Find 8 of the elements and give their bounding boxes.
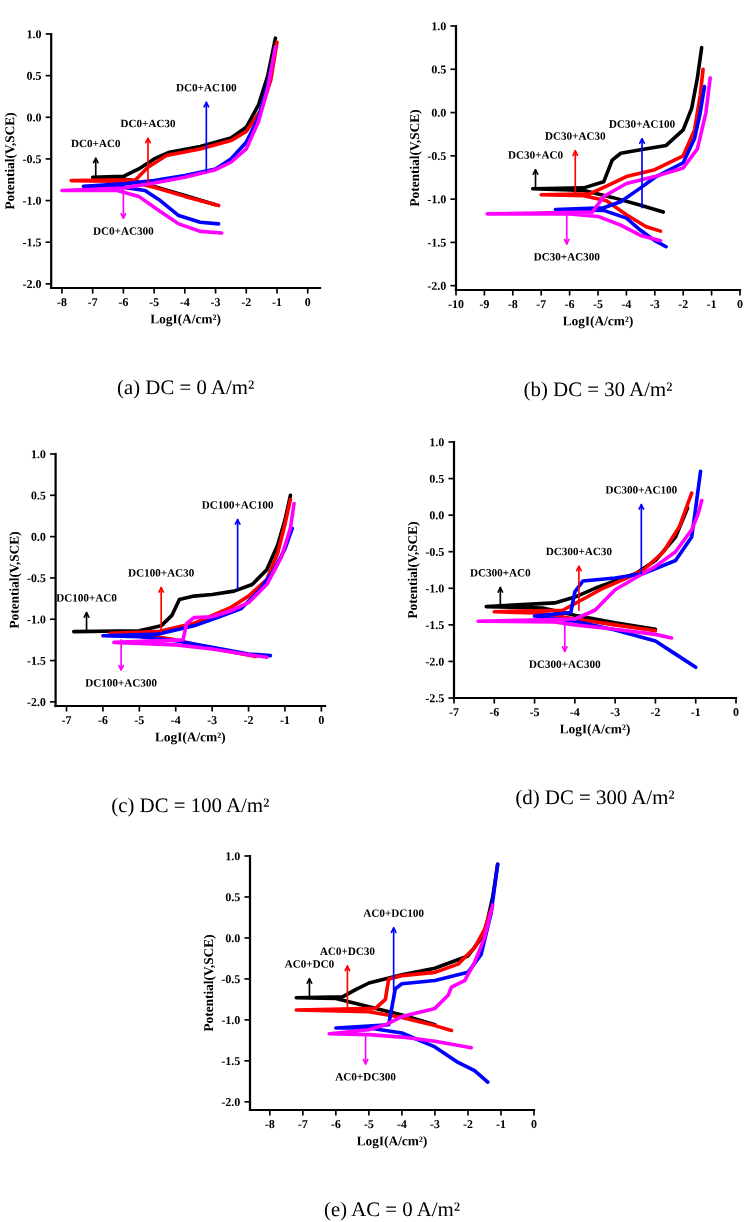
text: (e) AC = 0 A/m²	[324, 1201, 460, 1221]
text: (b) DC = 30 A/m²	[524, 381, 672, 401]
line-series	[60, 44, 278, 235]
text: (c) DC = 100 A/m²	[112, 797, 269, 817]
line-series	[532, 469, 703, 670]
line-series	[485, 76, 712, 243]
text: (a) DC = 0 A/m²	[117, 379, 254, 399]
text: (d) DC = 300 A/m²	[516, 789, 675, 809]
